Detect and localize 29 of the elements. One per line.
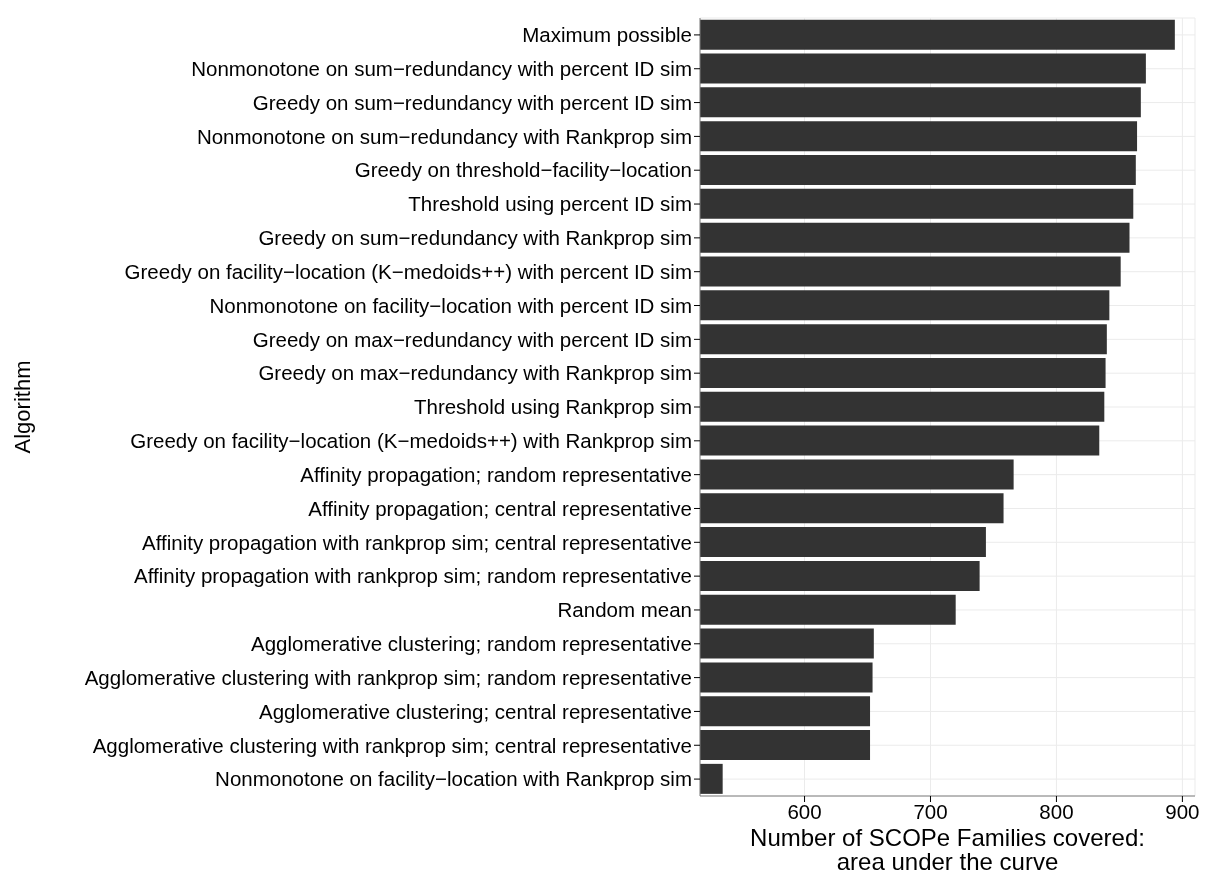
- y-tick-label: Maximum possible: [522, 23, 692, 47]
- x-axis-title: Number of SCOPe Families covered: area under the curve: [750, 824, 1145, 875]
- y-tick-label: Agglomerative clustering; central representative: [259, 699, 692, 723]
- x-tick-label: 800: [1039, 799, 1074, 823]
- y-tick-label: Affinity propagation with rankprop sim; random representative: [134, 564, 692, 588]
- x-tick-label: 700: [913, 799, 948, 823]
- y-tick-label: Threshold using percent ID sim: [408, 192, 692, 216]
- y-tick-label: Agglomerative clustering with rankprop sim; random representative: [84, 665, 692, 689]
- x-tick-label: 600: [787, 799, 822, 823]
- y-tick-label: Greedy on facility−location (K−medoids++) with Rankprop sim: [130, 429, 692, 453]
- y-tick-label: Greedy on sum−redundancy with Rankprop sim: [258, 226, 692, 250]
- y-tick-label: Greedy on facility−location (K−medoids++) with percent ID sim: [124, 259, 692, 283]
- y-tick-label: Nonmonotone on facility−location with Rankprop sim: [215, 767, 692, 791]
- y-axis-title: Algorithm: [9, 360, 35, 454]
- y-tick-label: Nonmonotone on sum−redundancy with percent ID sim: [191, 57, 692, 81]
- y-tick-label: Greedy on sum−redundancy with percent ID sim: [252, 90, 692, 114]
- y-tick-label: Nonmonotone on facility−location with percent ID sim: [209, 293, 692, 317]
- y-tick-label: Threshold using Rankprop sim: [413, 395, 692, 419]
- y-tick-label: Nonmonotone on sum−redundancy with Rankprop sim: [196, 124, 692, 148]
- y-tick-label: Affinity propagation with rankprop sim; central representative: [142, 530, 692, 554]
- y-tick-label: Agglomerative clustering with rankprop sim; central representative: [92, 733, 692, 757]
- y-tick-label: Random mean: [557, 598, 692, 622]
- x-tick-label: 900: [1165, 799, 1200, 823]
- y-tick-label: Affinity propagation; central representative: [308, 496, 692, 520]
- y-tick-label: Agglomerative clustering; random representative: [251, 632, 692, 656]
- y-tick-label: Affinity propagation; random representative: [300, 462, 692, 486]
- y-tick-label: Greedy on max−redundancy with percent ID sim: [252, 327, 692, 351]
- y-tick-label: Greedy on max−redundancy with Rankprop sim: [258, 361, 692, 385]
- y-tick-label: Greedy on threshold−facility−location: [354, 158, 692, 182]
